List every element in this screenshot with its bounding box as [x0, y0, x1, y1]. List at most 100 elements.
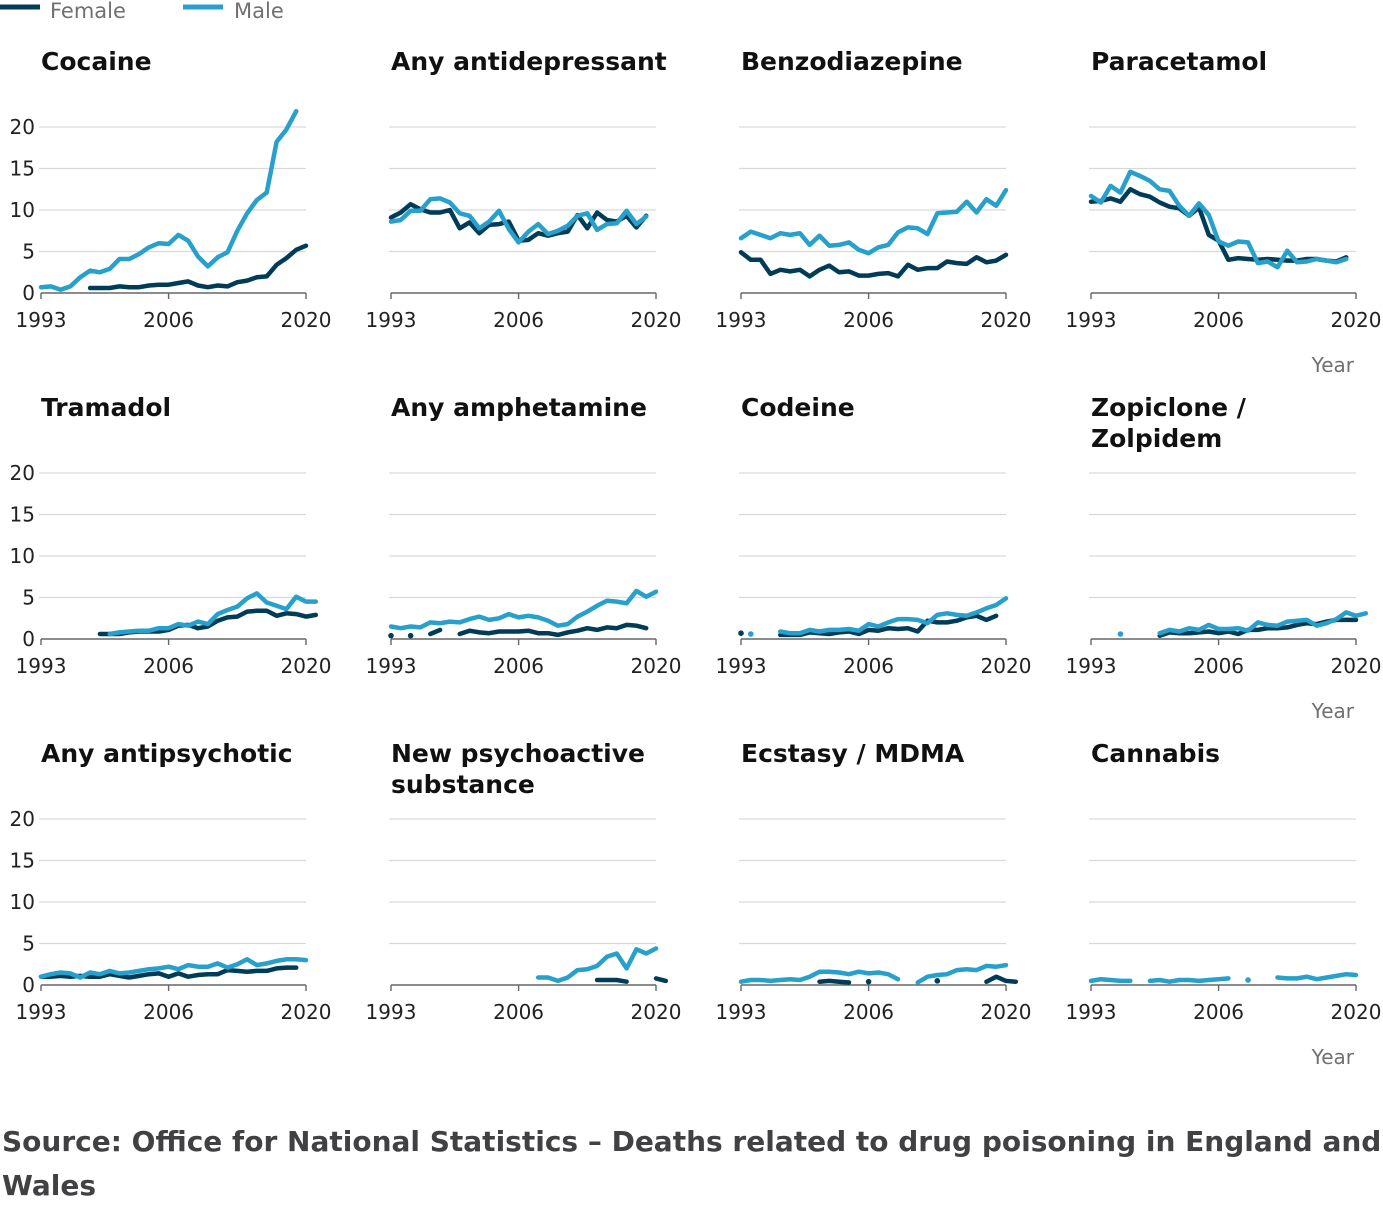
panel-new-psychoactive-substance: New psychoactive substance 1993 2006 2020: [366, 739, 682, 1024]
panel-title: Zopiclone / Zolpidem: [1091, 393, 1247, 453]
x-tick-label: 2006: [493, 308, 544, 332]
panel-zopiclone-zolpidem: Zopiclone / Zolpidem 1993 2006 2020 Year: [1066, 393, 1382, 723]
panel-title: Any antipsychotic: [41, 739, 293, 768]
y-tick-label: 10: [10, 890, 35, 914]
x-tick-label: 2020: [1331, 308, 1382, 332]
y-tick-label: 10: [10, 544, 35, 568]
x-tick-label: 1993: [1066, 654, 1117, 678]
series-line-female: [1088, 187, 1349, 264]
x-tick-label: 1993: [716, 1000, 767, 1024]
y-tick-label: 20: [10, 115, 35, 139]
series-line-male: [915, 962, 1009, 985]
panel-benzodiazepine: Benzodiazepine 1993 2006 2020: [716, 47, 1032, 332]
x-tick-label: 1993: [716, 308, 767, 332]
panel-codeine: Codeine 1993 2006 2020: [716, 393, 1032, 678]
series-line-male: [778, 596, 1009, 636]
panel-title: Cocaine: [41, 47, 152, 76]
panel-any-amphetamine: Any amphetamine 1993 2006 2020: [366, 393, 682, 678]
x-tick-label: 2020: [981, 308, 1032, 332]
series-point-male: [1117, 631, 1124, 637]
panel-cocaine: Cocaine 0 5 10 15 20 1993 2006 2020: [10, 47, 332, 332]
panel-title: Any antidepressant: [391, 47, 667, 76]
x-axis-label: Year: [1311, 1045, 1355, 1069]
y-tick-label: 15: [10, 503, 35, 527]
y-tick-label: 5: [22, 240, 35, 264]
series-point-female: [934, 978, 941, 984]
x-tick-label: 2006: [1193, 308, 1244, 332]
series-line-male: [1088, 976, 1133, 984]
x-tick-label: 2020: [1331, 654, 1382, 678]
panel-any-antidepressant: Any antidepressant 1993 2006 2020: [366, 47, 682, 332]
series-line-female: [653, 976, 669, 984]
panel-paracetamol: Paracetamol 1993 2006 2020 Year: [1066, 47, 1382, 377]
panel-title: Any amphetamine: [391, 393, 647, 422]
x-tick-label: 2006: [493, 654, 544, 678]
x-tick-label: 1993: [366, 308, 417, 332]
x-tick-label: 2020: [631, 654, 682, 678]
y-tick-label: 10: [10, 198, 35, 222]
x-tick-label: 2006: [1193, 1000, 1244, 1024]
series-point-male: [748, 631, 754, 637]
x-tick-label: 2006: [1193, 654, 1244, 678]
x-axis-label: Year: [1311, 353, 1355, 377]
legend-label-male: Male: [234, 0, 284, 23]
x-tick-label: 1993: [16, 654, 67, 678]
series-line-male: [388, 196, 649, 245]
x-tick-label: 2006: [143, 1000, 194, 1024]
x-tick-label: 2006: [143, 308, 194, 332]
y-tick-label: 20: [10, 461, 35, 485]
series-line-male: [38, 957, 309, 980]
series-line-male: [535, 946, 659, 984]
y-tick-label: 15: [10, 849, 35, 873]
panel-title: Ecstasy / MDMA: [741, 739, 965, 768]
source-note: Source: Office for National Statistics –…: [2, 1125, 1382, 1202]
x-tick-label: 2020: [631, 1000, 682, 1024]
x-tick-label: 2020: [1331, 1000, 1382, 1024]
series-line-male: [38, 108, 299, 292]
x-tick-label: 1993: [366, 1000, 417, 1024]
panel-ecstasy-mdma: Ecstasy / MDMA 1993 2006 2020: [716, 739, 1032, 1024]
panel-title: Paracetamol: [1091, 47, 1267, 76]
series-line-male: [1088, 169, 1349, 270]
series-line-male: [738, 187, 1009, 256]
panel-title: Tramadol: [41, 393, 171, 422]
series-point-female: [738, 630, 744, 636]
series-point-female: [407, 632, 414, 639]
series-line-male: [1157, 610, 1369, 636]
x-tick-label: 2020: [281, 308, 332, 332]
x-tick-label: 2006: [843, 308, 894, 332]
panel-title: Benzodiazepine: [741, 47, 963, 76]
x-tick-label: 2006: [843, 654, 894, 678]
series-line-male: [388, 588, 659, 631]
y-tick-label: 20: [10, 807, 35, 831]
series-line-male: [1275, 971, 1359, 982]
series-line-male: [738, 969, 901, 984]
y-tick-label: 0: [22, 281, 35, 305]
x-tick-label: 2006: [493, 1000, 544, 1024]
legend-label-female: Female: [50, 0, 126, 23]
y-tick-label: 15: [10, 157, 35, 181]
series-line-female: [817, 978, 852, 985]
x-tick-label: 2020: [281, 1000, 332, 1024]
series-line-male: [107, 591, 319, 637]
series-line-female: [457, 622, 649, 638]
y-tick-label: 5: [22, 932, 35, 956]
series-point-male: [1245, 977, 1251, 983]
x-tick-label: 2020: [981, 1000, 1032, 1024]
x-tick-label: 1993: [1066, 308, 1117, 332]
series-line-female: [738, 250, 1009, 279]
x-tick-label: 2020: [281, 654, 332, 678]
panel-tramadol: Tramadol 0 5 10 15 20 1993 2006 2020: [10, 393, 332, 678]
panel-title: New psychoactive substance: [391, 739, 645, 799]
series-point-female: [865, 978, 872, 985]
x-tick-label: 2006: [143, 654, 194, 678]
series-line-male: [1147, 976, 1231, 984]
x-tick-label: 2006: [843, 1000, 894, 1024]
x-tick-label: 2020: [631, 308, 682, 332]
x-tick-label: 1993: [16, 308, 67, 332]
x-tick-label: 2020: [981, 654, 1032, 678]
series-point-female: [388, 632, 394, 639]
x-tick-label: 1993: [16, 1000, 67, 1024]
y-tick-label: 0: [22, 627, 35, 651]
